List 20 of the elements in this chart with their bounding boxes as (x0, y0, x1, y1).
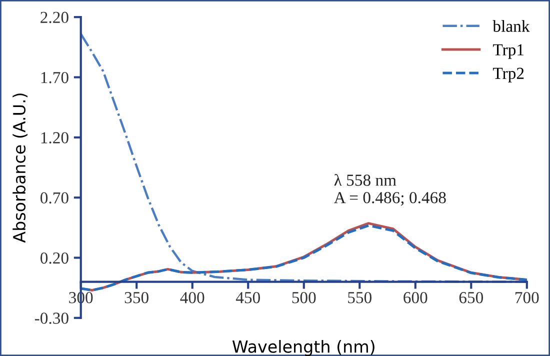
annotation: λ 558 nm A = 0.486; 0.468 (334, 174, 446, 206)
x-tick-label: 700 (516, 292, 539, 304)
x-tick-label: 400 (180, 292, 204, 304)
x-tick-label: 550 (348, 292, 372, 304)
x-tick-label: 350 (124, 292, 148, 304)
y-tick-label: 0.70 (40, 192, 68, 204)
y-tick-label: -0.30 (34, 312, 68, 324)
x-tick-label: 650 (459, 292, 484, 304)
y-tick-label: 1.70 (41, 72, 68, 84)
x-tick-label: 600 (404, 292, 428, 304)
x-axis-title: Wavelength (nm) (232, 340, 374, 356)
y-tick-label: 0.20 (40, 252, 68, 264)
y-tick-label: 2.20 (40, 12, 68, 24)
x-tick-label: 450 (236, 292, 260, 304)
legend-label: blank (492, 20, 530, 32)
x-tick-label: 500 (292, 292, 316, 304)
y-axis-title: Absorbance (A.U.) (12, 94, 28, 243)
y-tick-label: 1.20 (41, 132, 68, 144)
legend-label: Trp2 (493, 68, 524, 82)
legend-label: Trp1 (493, 44, 524, 59)
